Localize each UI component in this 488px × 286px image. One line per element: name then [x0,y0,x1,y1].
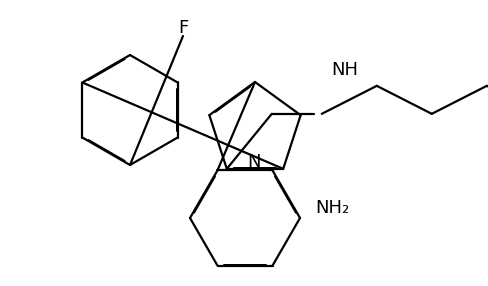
Text: NH: NH [331,61,358,79]
Text: F: F [178,19,188,37]
Text: N: N [247,153,260,171]
Text: NH₂: NH₂ [314,199,348,217]
